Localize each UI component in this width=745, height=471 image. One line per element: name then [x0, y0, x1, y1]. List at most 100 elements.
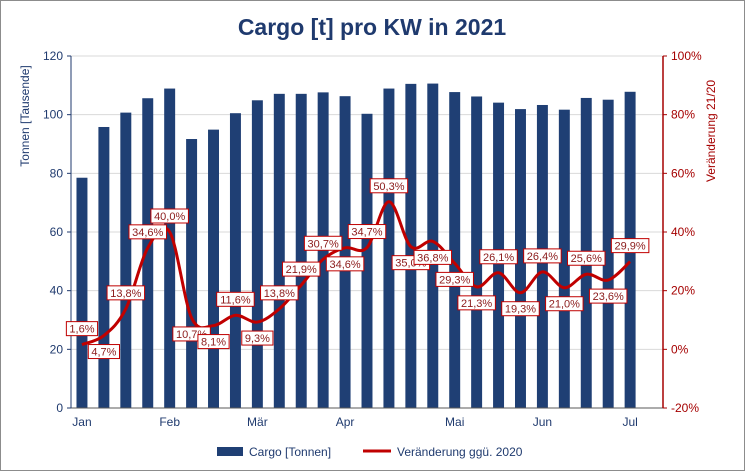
bar: [383, 88, 395, 408]
data-label-box: [567, 250, 606, 266]
data-label: 8,1%: [201, 337, 226, 349]
data-label: 23,6%: [593, 291, 624, 303]
y-right-tick-label: -20%: [671, 401, 699, 415]
y-right-tick-label: 80%: [671, 108, 695, 122]
y-left-tick-label: 100: [43, 108, 63, 122]
data-label: 13,8%: [264, 288, 295, 300]
bar: [273, 93, 285, 408]
data-label: 29,3%: [439, 274, 470, 286]
data-label-box: [65, 321, 99, 337]
data-label-box: [369, 178, 409, 194]
y-right-tick-label: 20%: [671, 284, 695, 298]
y-left-axis-title: Tonnen [Tausende]: [18, 65, 32, 166]
bar: [427, 83, 439, 408]
data-label-box: [435, 271, 474, 287]
bar: [120, 112, 132, 408]
bar: [295, 93, 307, 408]
bar: [515, 109, 526, 409]
x-tick-label: Apr: [336, 415, 355, 429]
y-left-tick-label: 20: [50, 342, 64, 356]
bar: [186, 139, 198, 408]
data-label-box: [413, 249, 453, 265]
data-labels: 1,6%4,7%13,8%34,6%40,0%10,7%8,1%11,6%9,3…: [65, 178, 650, 360]
data-label: 34,6%: [329, 259, 360, 271]
data-label-box: [347, 224, 387, 240]
data-label: 29,9%: [615, 241, 646, 253]
axes: [67, 55, 667, 409]
legend-label-cargo: Cargo [Tonnen]: [249, 445, 331, 459]
y-left-tick-label: 120: [43, 49, 63, 63]
bar: [142, 98, 154, 409]
x-tick-label: Jul: [622, 415, 637, 429]
data-label: 50,3%: [373, 181, 404, 193]
y-right-tick-label: 100%: [671, 49, 702, 63]
y-left-tick-label: 40: [50, 284, 64, 298]
data-label-box: [87, 344, 120, 360]
data-label-box: [303, 235, 343, 251]
chart-title: Cargo [t] pro KW in 2021: [238, 14, 507, 40]
y-right-tick-label: 0%: [671, 342, 689, 356]
data-label: 34,7%: [351, 227, 382, 239]
bar: [76, 177, 88, 408]
data-label-box: [241, 330, 274, 346]
data-label-box: [150, 208, 189, 224]
data-label-box: [523, 248, 562, 264]
data-label-box: [281, 261, 321, 277]
data-label: 1,6%: [69, 324, 94, 336]
x-tick-label: Jan: [72, 415, 91, 429]
data-label: 21,3%: [461, 298, 492, 310]
y-right-axis-title: Veränderung 21/20: [704, 80, 718, 182]
x-tick-label: Jun: [533, 415, 552, 429]
data-label: 34,6%: [132, 227, 163, 239]
bar: [229, 113, 241, 408]
data-label-box: [545, 296, 584, 312]
data-label: 21,9%: [286, 264, 317, 276]
legend-label-change: Veränderung ggü. 2020: [397, 445, 523, 459]
line-series: [81, 200, 632, 347]
bar: [208, 129, 219, 409]
x-tick-label: Feb: [159, 415, 180, 429]
data-label-box: [260, 285, 299, 301]
data-label: 26,1%: [483, 252, 514, 264]
bar-series: [76, 83, 636, 409]
data-label-box: [325, 256, 365, 272]
data-label: 19,3%: [505, 304, 536, 316]
data-label-box: [106, 285, 146, 301]
data-label-box: [128, 224, 167, 240]
y-right-tick-label: 40%: [671, 225, 695, 239]
bar: [339, 96, 351, 408]
x-tick-label: Mai: [445, 415, 464, 429]
data-label: 11,6%: [220, 294, 251, 306]
data-label: 26,4%: [527, 251, 558, 263]
y-left-tick-label: 80: [50, 166, 64, 180]
data-label-box: [216, 291, 255, 307]
data-label-box: [610, 238, 650, 254]
data-label-box: [457, 295, 496, 311]
bar: [98, 126, 110, 408]
bar: [471, 96, 483, 408]
data-label: 9,3%: [245, 333, 270, 345]
legend: Cargo [Tonnen] Veränderung ggü. 2020: [217, 445, 523, 459]
data-label: 36,8%: [417, 252, 448, 264]
data-label: 13,8%: [110, 288, 141, 300]
bar: [361, 113, 373, 408]
y-left-tick-label: 60: [50, 225, 64, 239]
data-label: 40,0%: [154, 211, 185, 223]
data-label: 25,6%: [571, 253, 602, 265]
tick-labels: 0 20 40 60 80 100 120 -20% 0% 20% 40% 60% 80% 100% Jan…: [43, 49, 702, 429]
data-label-box: [501, 301, 540, 317]
bar: [164, 88, 176, 408]
data-label-box: [479, 249, 518, 265]
bar: [251, 100, 263, 408]
data-label-box: [197, 334, 230, 350]
data-label: 30,7%: [308, 238, 339, 250]
data-label-box: [588, 288, 628, 304]
x-tick-label: Mär: [247, 415, 268, 429]
bar: [602, 99, 614, 408]
legend-bar-swatch: [217, 447, 243, 456]
change-line: [81, 200, 632, 347]
y-left-tick-label: 0: [56, 401, 63, 415]
data-label: 4,7%: [91, 347, 116, 359]
